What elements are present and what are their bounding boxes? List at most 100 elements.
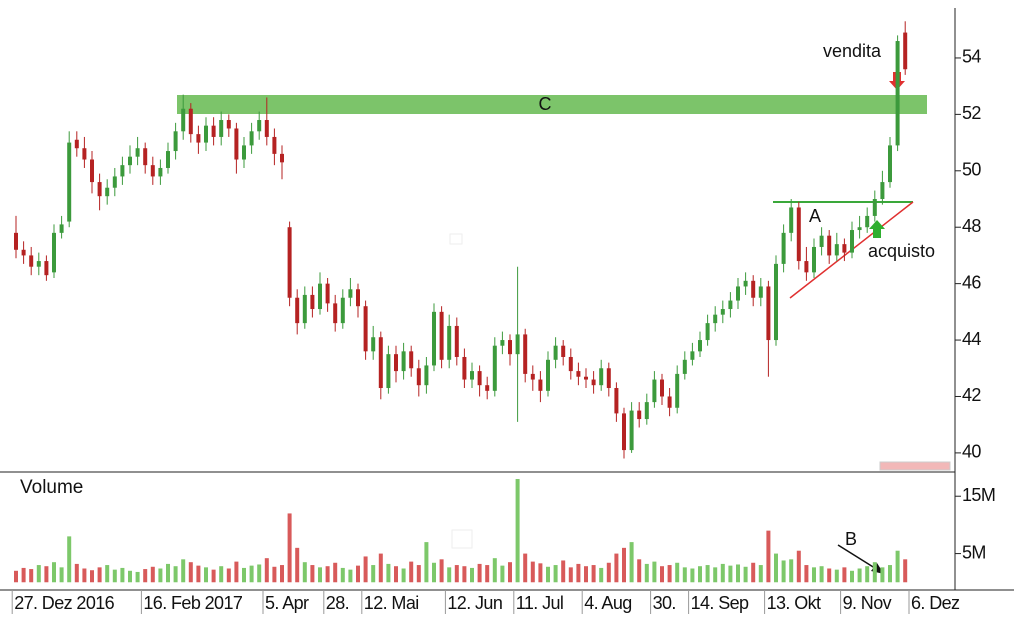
candle-body (713, 314, 718, 324)
volume-bar (82, 568, 87, 583)
candle-body (774, 263, 778, 341)
candle-body (622, 413, 626, 451)
candle-body (561, 345, 566, 357)
y-tick-label: 46 (962, 272, 981, 292)
x-tick-label: 4. Aug (584, 593, 631, 613)
volume-bar (318, 567, 322, 583)
volume-bar (128, 570, 132, 583)
volume-bar (234, 561, 239, 583)
pointer-line (837, 544, 879, 571)
volume-bar (295, 547, 300, 583)
candle-body (424, 365, 429, 386)
candle-body (363, 306, 368, 352)
volume-bar (568, 567, 573, 583)
candle-body (97, 182, 102, 197)
volume-bar (97, 567, 102, 583)
volume-bar (736, 564, 740, 583)
volume-bar (462, 566, 467, 583)
candle-body (439, 311, 444, 360)
candle-body (880, 182, 885, 200)
volume-bar (485, 565, 490, 583)
volume-bar (827, 568, 832, 583)
volume-bar (903, 559, 908, 583)
volume-bar (67, 536, 72, 583)
x-tick-label: 27. Dez 2016 (14, 593, 114, 613)
candle-body (728, 300, 733, 310)
candle-body (895, 41, 900, 146)
candle-body (318, 283, 322, 310)
volume-bar (242, 567, 246, 583)
x-tick-label: 9. Nov (843, 593, 892, 613)
volume-bar (728, 565, 733, 583)
volume-bar (257, 564, 262, 583)
volume-bar (150, 566, 155, 583)
candle-body (614, 388, 619, 414)
volume-bar (789, 559, 794, 583)
candle-body (356, 289, 360, 307)
volume-bar (143, 569, 148, 583)
x-tick-label: 14. Sep (691, 593, 749, 613)
volume-bar (226, 568, 231, 583)
candle-body (667, 396, 672, 408)
volume-bar (302, 562, 307, 583)
candle-body (310, 294, 315, 310)
volume-bar (264, 558, 269, 583)
volume-bar (530, 561, 535, 583)
candle-body (781, 232, 786, 264)
candle-body (796, 207, 801, 262)
candle-body (386, 354, 391, 389)
candle-body (249, 131, 254, 146)
volume-bar (812, 567, 816, 583)
candle-body (348, 289, 353, 298)
volume-bar (249, 565, 254, 583)
candle-body (333, 303, 338, 324)
volume-bar (895, 550, 900, 583)
volume-bar (682, 567, 687, 583)
volume-bar (272, 566, 277, 583)
candle-body (606, 368, 611, 389)
candle-body (120, 165, 125, 177)
volume-bar (112, 569, 117, 583)
marker (449, 233, 463, 245)
candle-body (340, 297, 345, 324)
candle-body (242, 145, 246, 160)
candle-body (850, 230, 854, 253)
candle-body (82, 148, 87, 160)
candle-body (568, 356, 573, 372)
volume-bar (14, 570, 18, 583)
volume-bar (500, 565, 505, 583)
candle-body (819, 235, 824, 247)
candle-body (14, 232, 18, 250)
candle-body (751, 280, 756, 298)
volume-bar (606, 562, 611, 583)
volume-bar (819, 566, 824, 583)
volume-bar (158, 568, 163, 583)
volume-bar (842, 567, 847, 583)
volume-bar (865, 566, 870, 583)
volume-bar (515, 479, 520, 583)
y-tick-label: 50 (962, 160, 981, 180)
candle-body (644, 402, 649, 420)
volume-bar (21, 567, 26, 583)
volume-bar (59, 567, 64, 583)
candle-body (682, 359, 687, 374)
candle-body (302, 294, 307, 324)
volume-bar (675, 562, 680, 583)
candle-body (295, 297, 300, 324)
candle-body (576, 371, 581, 377)
volume-bar (416, 565, 421, 583)
candle-body (112, 176, 117, 188)
candle-body (181, 108, 186, 132)
x-tick-label: 11. Jul (516, 593, 564, 613)
candle-body (280, 153, 284, 163)
volume-bar (363, 556, 368, 583)
candle-body (888, 145, 892, 183)
volume-bar (219, 566, 224, 583)
candle-body (865, 215, 870, 228)
volume-bar (629, 542, 634, 583)
candle-body (211, 125, 216, 137)
candle-body (538, 379, 543, 391)
y-tick-label: 42 (962, 385, 981, 405)
candle-body (766, 286, 771, 341)
candle-body (591, 379, 596, 386)
